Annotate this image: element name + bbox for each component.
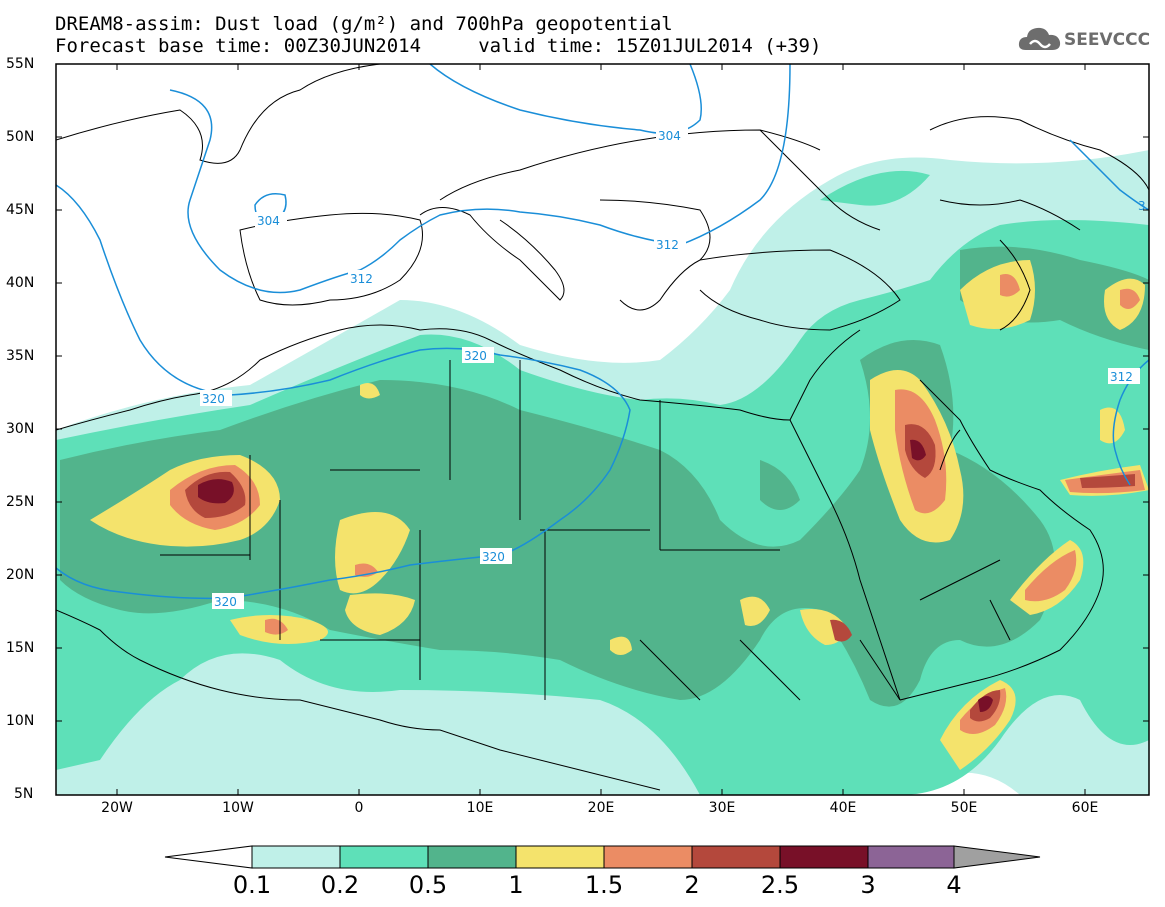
country-borders — [56, 64, 1149, 791]
contour-label: 304 — [257, 214, 280, 228]
lon-label: 0 — [354, 800, 364, 816]
lat-label: 5N — [14, 786, 34, 802]
dust-level-7-area — [198, 439, 993, 712]
lon-label: 10E — [466, 800, 494, 816]
lon-label: 50E — [950, 800, 978, 816]
lat-label: 25N — [6, 494, 35, 510]
seevccc-logo: SEEVCCC — [1018, 24, 1158, 60]
cloud-icon — [1018, 27, 1061, 50]
lon-label: 10W — [222, 800, 254, 816]
colorbar — [164, 845, 1041, 869]
lat-label: 50N — [6, 129, 35, 145]
lat-label: 20N — [6, 567, 35, 583]
colorbar-label: 1.5 — [584, 871, 624, 899]
colorbar-segment — [691, 845, 781, 869]
colorbar-segment — [515, 845, 605, 869]
contour-label: 312 — [1110, 370, 1133, 384]
colorbar-label: 0.2 — [320, 871, 360, 899]
colorbar-segment — [953, 845, 1041, 869]
colorbar-segment — [339, 845, 429, 869]
map-title-line1: DREAM8-assim: Dust load (g/m²) and 700hP… — [55, 13, 673, 35]
lat-label: 40N — [6, 275, 35, 291]
lat-label: 30N — [6, 421, 35, 437]
contour-label: 320 — [214, 595, 237, 609]
lat-label: 45N — [6, 202, 35, 218]
colorbar-segment — [779, 845, 869, 869]
lon-label: 40E — [829, 800, 857, 816]
contour-label: 312 — [656, 238, 679, 252]
contour-label: 304 — [658, 129, 681, 143]
colorbar-segment — [867, 845, 955, 869]
lat-label: 55N — [6, 56, 35, 72]
contour-label: 320 — [482, 550, 505, 564]
contour-label: 320 — [202, 392, 225, 406]
contour-label: 312 — [350, 272, 373, 286]
lon-label: 20W — [101, 800, 133, 816]
colorbar-label: 0.1 — [232, 871, 272, 899]
colorbar-segment — [603, 845, 693, 869]
map-title-line2: Forecast base time: 00Z30JUN2014 valid t… — [55, 35, 822, 57]
colorbar-label: 2 — [684, 871, 700, 899]
axis-ticks — [56, 63, 1149, 795]
colorbar-segment — [164, 845, 253, 869]
colorbar-label: 4 — [946, 871, 962, 899]
colorbar-label: 0.5 — [408, 871, 448, 899]
geopotential-isolines — [56, 64, 1149, 600]
colorbar-label: 2.5 — [760, 871, 800, 899]
colorbar-segment — [427, 845, 517, 869]
colorbar-label: 1 — [508, 871, 524, 899]
logo-text: SEEVCCC — [1064, 30, 1151, 50]
lon-label: 60E — [1071, 800, 1099, 816]
contour-labels: 304 304 312 312 312 320 320 320 320 3 — [200, 127, 1146, 609]
lon-label: 30E — [708, 800, 736, 816]
contour-label: 320 — [464, 349, 487, 363]
lat-label: 10N — [6, 713, 35, 729]
colorbar-label: 3 — [860, 871, 876, 899]
lon-label: 20E — [587, 800, 615, 816]
lat-label: 35N — [6, 348, 35, 364]
contour-label: 3 — [1138, 199, 1146, 213]
lat-label: 15N — [6, 640, 35, 656]
colorbar-segment — [251, 845, 341, 869]
